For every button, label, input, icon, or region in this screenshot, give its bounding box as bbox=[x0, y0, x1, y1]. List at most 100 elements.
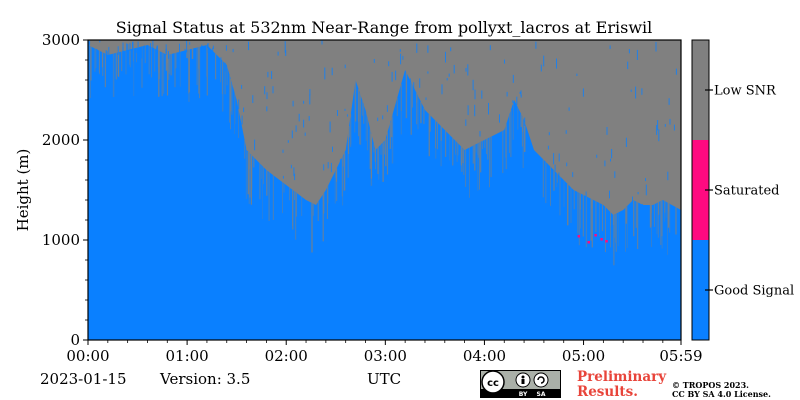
low-snr-streaks bbox=[87, 40, 677, 266]
good-signal-speckle bbox=[291, 130, 293, 139]
good-signal-speckle bbox=[657, 120, 659, 131]
good-signal-speckle bbox=[293, 167, 295, 177]
good-signal-speckle bbox=[604, 160, 606, 167]
good-signal-speckle bbox=[238, 99, 240, 110]
good-signal-speckle bbox=[512, 74, 514, 83]
good-signal-speckle bbox=[465, 68, 467, 72]
good-signal-speckle bbox=[585, 191, 587, 198]
good-signal-speckle bbox=[558, 172, 560, 183]
good-signal-speckle bbox=[127, 43, 129, 55]
x-tick-label: 00:00 bbox=[66, 347, 109, 365]
good-signal-speckle bbox=[499, 114, 500, 123]
colorbar-label: Low SNR bbox=[714, 84, 777, 99]
good-signal-speckle bbox=[271, 71, 273, 79]
good-signal-speckle bbox=[339, 158, 341, 170]
plot-frame bbox=[87, 39, 682, 341]
good-signal-speckle bbox=[108, 46, 110, 55]
good-signal-speckle bbox=[673, 124, 675, 131]
good-signal-speckle bbox=[329, 121, 331, 133]
good-signal-speckle bbox=[337, 110, 338, 116]
good-signal-speckle bbox=[637, 192, 639, 195]
good-signal-speckle bbox=[122, 42, 124, 55]
good-signal-speckle bbox=[282, 149, 284, 153]
good-signal-speckle bbox=[582, 88, 584, 97]
good-signal-speckle bbox=[489, 45, 491, 51]
good-signal-speckle bbox=[413, 82, 415, 91]
good-signal-speckle bbox=[126, 43, 128, 53]
good-signal-speckle bbox=[474, 89, 476, 100]
x-tick-label: 05:00 bbox=[562, 347, 605, 365]
good-signal-speckle bbox=[506, 91, 508, 97]
good-signal-speckle bbox=[168, 51, 169, 59]
colorbar-segment bbox=[692, 40, 709, 140]
good-signal-speckle bbox=[106, 51, 108, 63]
good-signal-speckle bbox=[419, 78, 421, 88]
colorbar-segment bbox=[692, 140, 709, 240]
good-signal-speckle bbox=[309, 89, 311, 96]
good-signal-speckle bbox=[667, 171, 669, 181]
date-label: 2023-01-15 bbox=[40, 370, 126, 388]
good-signal-speckle bbox=[520, 94, 522, 98]
good-signal-speckle bbox=[576, 73, 578, 76]
good-signal-speckle bbox=[395, 70, 397, 81]
saturated-points bbox=[577, 234, 608, 244]
good-signal-speckle bbox=[377, 117, 379, 122]
good-signal-speckle bbox=[327, 162, 329, 169]
good-signal-speckle bbox=[399, 49, 401, 52]
good-signal-speckle bbox=[628, 49, 630, 54]
good-signal-speckle bbox=[543, 55, 545, 67]
good-signal-speckle bbox=[636, 49, 638, 60]
sa-icon bbox=[533, 372, 549, 388]
x-tick-label: 02:00 bbox=[265, 347, 308, 365]
good-signal-speckle bbox=[391, 72, 393, 82]
good-signal-speckle bbox=[141, 46, 143, 59]
good-signal-speckle bbox=[284, 41, 286, 53]
good-signal-speckle bbox=[201, 45, 203, 53]
good-signal-speckle bbox=[519, 91, 521, 94]
good-signal-speckle bbox=[609, 45, 611, 49]
good-signal-speckle bbox=[553, 153, 555, 165]
y-tick-label: 3000 bbox=[42, 31, 80, 49]
saturated-point bbox=[587, 241, 590, 244]
good-signal-speckle bbox=[512, 105, 513, 116]
good-signal-speckle bbox=[99, 40, 101, 43]
good-signal-speckle bbox=[373, 59, 375, 63]
good-signal-speckle bbox=[504, 59, 505, 64]
cc-license-badge: cc BY SA bbox=[480, 370, 561, 398]
good-signal-speckle bbox=[402, 55, 404, 60]
x-axis-ticks: 00:00 01:00 02:00 03:00 04:00 05:00 05:59 bbox=[66, 340, 703, 365]
good-signal-speckle bbox=[658, 129, 660, 142]
good-signal-speckle bbox=[547, 145, 549, 150]
x-tick-label: 04:00 bbox=[463, 347, 506, 365]
good-signal-speckle bbox=[645, 184, 647, 196]
good-signal-speckle bbox=[308, 116, 310, 121]
good-signal-speckle bbox=[347, 114, 348, 117]
good-signal-speckle bbox=[558, 153, 560, 162]
good-signal-speckle bbox=[596, 154, 598, 158]
y-axis-label: Height (m) bbox=[14, 149, 32, 232]
good-signal-speckle bbox=[266, 106, 268, 112]
good-signal-speckle bbox=[212, 45, 214, 49]
good-signal-speckle bbox=[655, 42, 657, 52]
good-signal-speckle bbox=[137, 41, 139, 47]
good-signal-speckle bbox=[165, 44, 167, 55]
good-signal-speckle bbox=[425, 97, 427, 100]
good-signal-speckle bbox=[152, 40, 154, 51]
saturated-point bbox=[594, 234, 597, 237]
good-signal-speckle bbox=[241, 115, 243, 125]
good-signal-speckle bbox=[324, 67, 326, 80]
good-signal-speckle bbox=[474, 104, 476, 117]
good-signal-speckle bbox=[156, 45, 158, 53]
good-signal-speckle bbox=[448, 73, 450, 77]
good-signal-speckle bbox=[645, 178, 646, 182]
good-signal-speckle bbox=[675, 68, 677, 75]
sa-label: SA bbox=[537, 391, 546, 398]
good-signal-speckle bbox=[627, 61, 629, 70]
good-signal-speckle bbox=[292, 100, 294, 107]
good-signal-speckle bbox=[641, 88, 643, 95]
good-signal-speckle bbox=[450, 47, 452, 52]
good-signal-speckle bbox=[303, 100, 305, 104]
preliminary-label: Preliminary bbox=[577, 369, 667, 385]
good-signal-speckle bbox=[294, 173, 296, 181]
good-signal-speckle bbox=[344, 64, 346, 69]
